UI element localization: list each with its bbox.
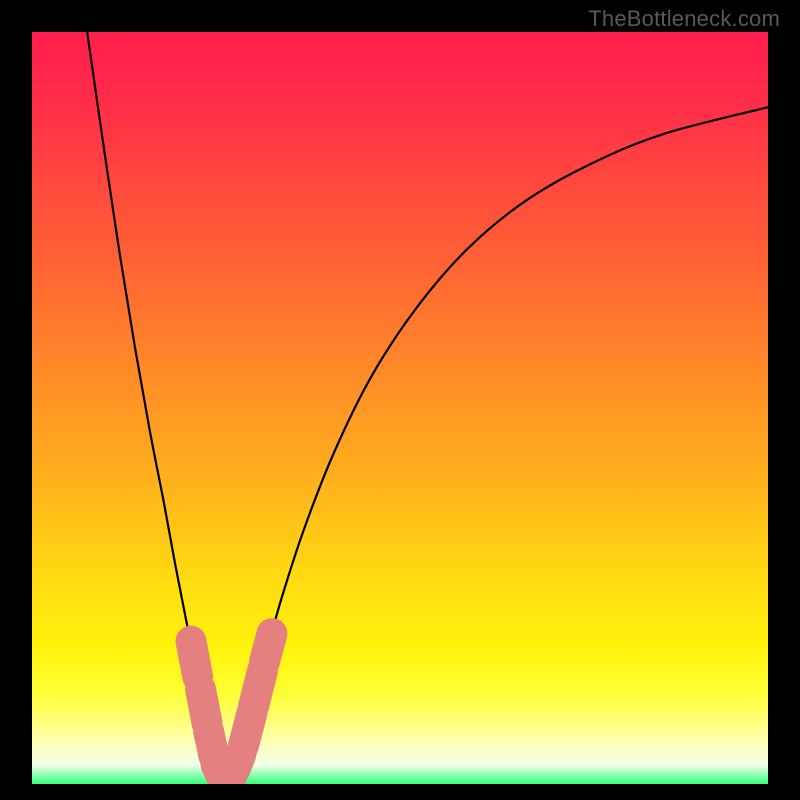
- data-marker: [191, 641, 198, 676]
- watermark-text: TheBottleneck.com: [588, 6, 780, 32]
- data-marker: [254, 671, 263, 706]
- bottleneck-chart: [32, 32, 768, 784]
- chart-svg: [32, 32, 768, 784]
- gradient-bg: [32, 32, 768, 784]
- data-marker: [265, 634, 272, 662]
